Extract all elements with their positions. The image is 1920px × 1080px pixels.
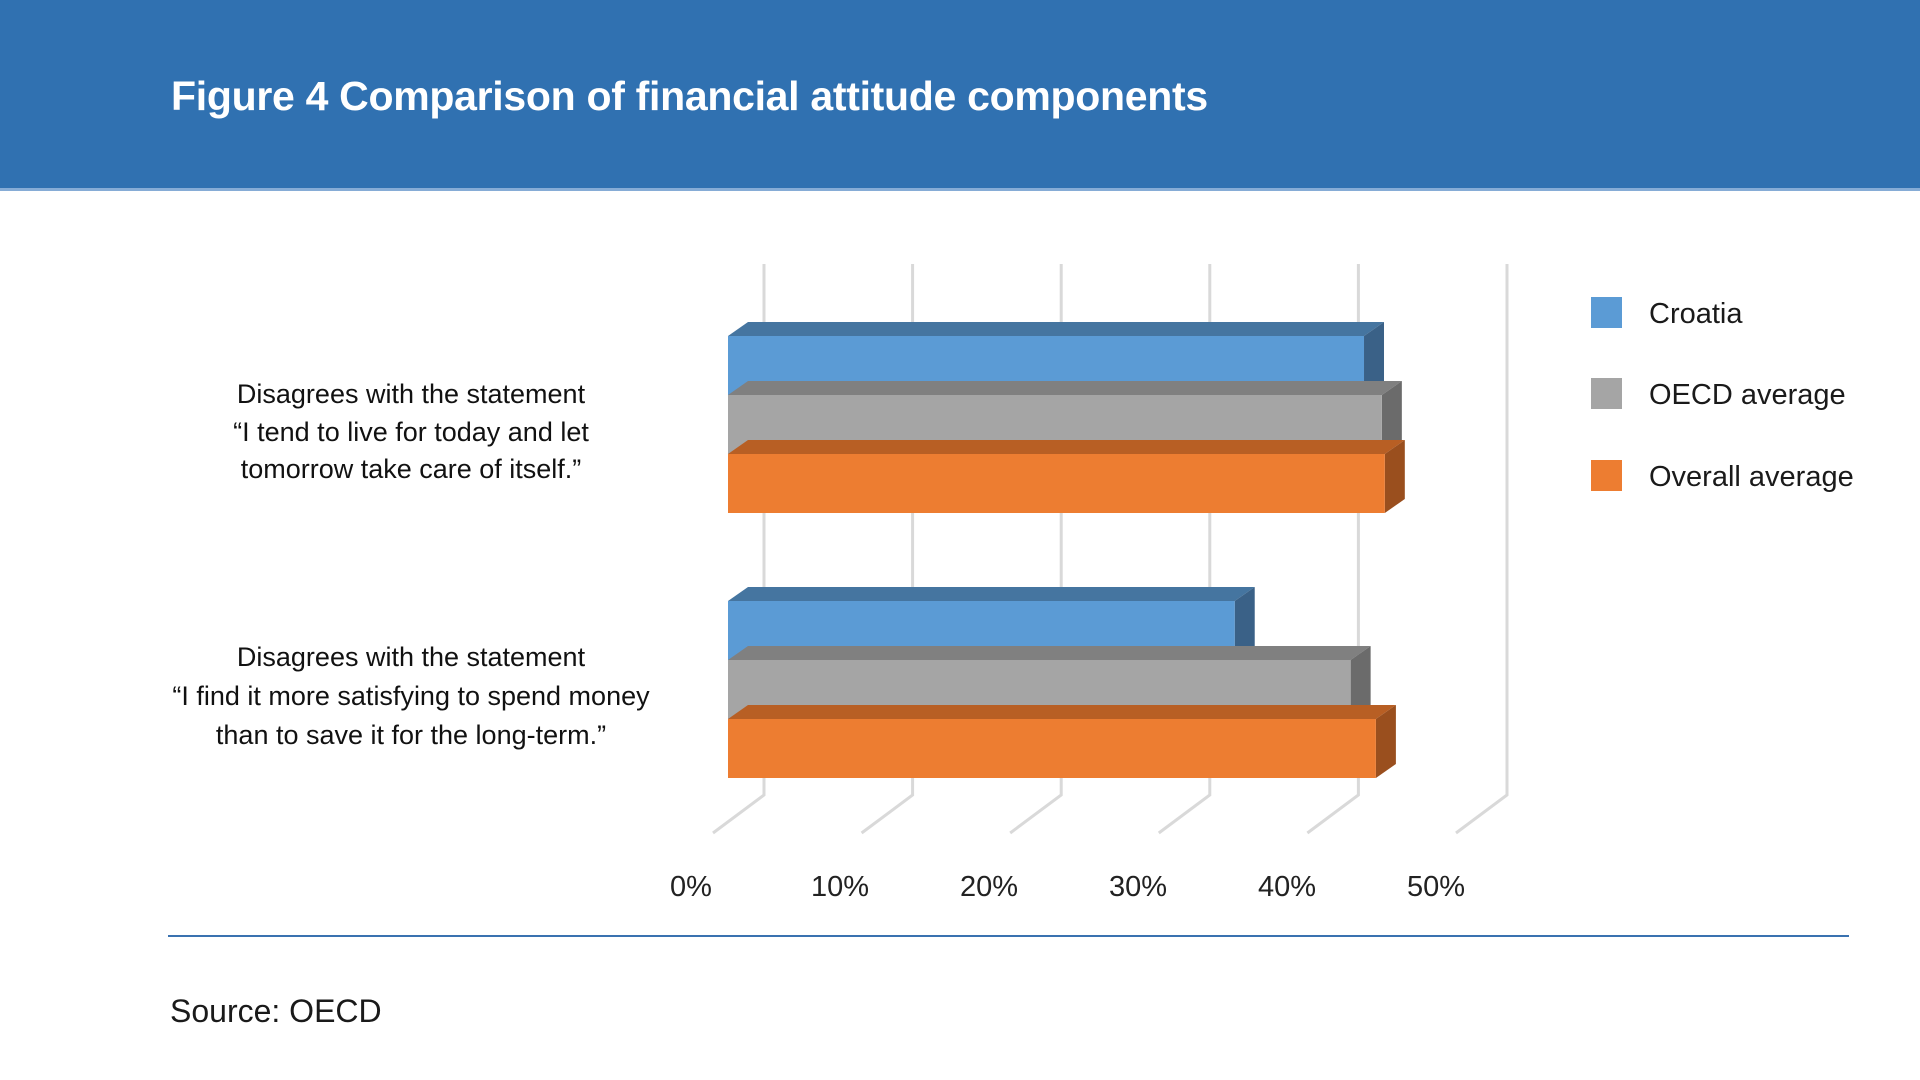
bar-top-face (728, 705, 1396, 719)
x-tick-label: 10% (811, 871, 869, 903)
bar-top-face (728, 381, 1402, 395)
category-label-line: than to save it for the long-term.” (216, 720, 606, 750)
bar-side-face (1350, 646, 1371, 719)
divider-line (168, 935, 1849, 937)
category-label-line: tomorrow take care of itself.” (241, 454, 582, 484)
bar-front-face (728, 719, 1376, 778)
legend-item-overall-average: Overall average (1591, 460, 1854, 493)
bar-side-face (1375, 705, 1396, 778)
x-tick-label: 40% (1258, 871, 1316, 903)
bar-front-face (728, 454, 1385, 513)
category-label-2: Disagrees with the statement “I find it m… (172, 642, 650, 750)
x-axis-tick-labels: 0% 10% 20% 30% 40% 50% (670, 871, 1465, 903)
bar-top-face (728, 440, 1405, 454)
gridline-50 (1455, 264, 1509, 835)
x-tick-label: 30% (1109, 871, 1167, 903)
category-labels: Disagrees with the statement “I tend to l… (172, 379, 650, 750)
bar-overall-average-cat2 (728, 705, 1396, 778)
bar-top-face (728, 322, 1385, 336)
legend: Croatia OECD average Overall average (1591, 297, 1854, 493)
legend-label: Overall average (1649, 461, 1854, 493)
source-note: Source: OECD (170, 993, 382, 1029)
category-label-line: “I tend to live for today and let (233, 417, 589, 447)
bars (728, 322, 1405, 778)
category-label-line: Disagrees with the statement (237, 379, 586, 409)
legend-item-oecd-average: OECD average (1591, 378, 1846, 411)
bar-top-face (728, 646, 1371, 660)
x-tick-label: 50% (1407, 871, 1465, 903)
legend-swatch (1591, 378, 1622, 409)
legend-label: Croatia (1649, 298, 1743, 330)
bar-top-face (728, 587, 1255, 601)
x-tick-label: 0% (670, 871, 712, 903)
legend-swatch (1591, 460, 1622, 491)
figure-title: Figure 4 Comparison of financial attitud… (171, 73, 1208, 119)
bar-side-face (1234, 587, 1255, 660)
category-label-line: Disagrees with the statement (237, 642, 586, 672)
category-label-line: “I find it more satisfying to spend mone… (172, 681, 650, 711)
bar-side-face (1381, 381, 1402, 454)
legend-swatch (1591, 297, 1622, 328)
bar-side-face (1364, 322, 1385, 395)
legend-item-croatia: Croatia (1591, 297, 1743, 330)
figure-header: Figure 4 Comparison of financial attitud… (0, 0, 1920, 191)
legend-label: OECD average (1649, 379, 1846, 411)
x-tick-label: 20% (960, 871, 1018, 903)
category-label-1: Disagrees with the statement “I tend to l… (233, 379, 589, 484)
bar-side-face (1384, 440, 1405, 513)
bar-overall-average-cat1 (728, 440, 1405, 513)
